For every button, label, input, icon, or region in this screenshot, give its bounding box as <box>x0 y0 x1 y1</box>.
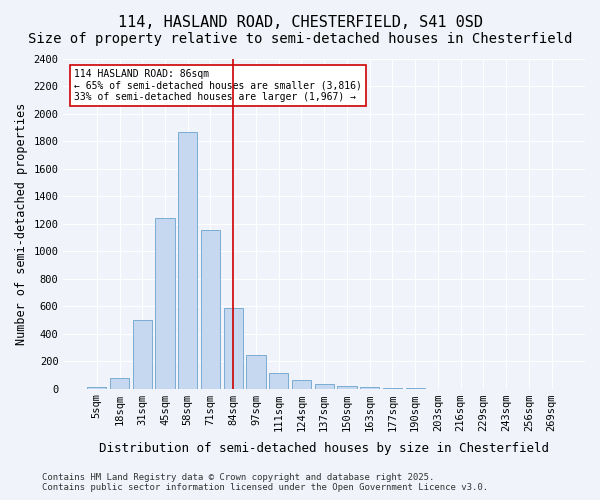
Text: 114 HASLAND ROAD: 86sqm
← 65% of semi-detached houses are smaller (3,816)
33% of: 114 HASLAND ROAD: 86sqm ← 65% of semi-de… <box>74 69 362 102</box>
Bar <box>110 378 129 388</box>
Bar <box>292 380 311 388</box>
Text: 114, HASLAND ROAD, CHESTERFIELD, S41 0SD: 114, HASLAND ROAD, CHESTERFIELD, S41 0SD <box>118 15 482 30</box>
Text: Size of property relative to semi-detached houses in Chesterfield: Size of property relative to semi-detach… <box>28 32 572 46</box>
Bar <box>247 355 266 388</box>
Bar <box>178 132 197 388</box>
Bar <box>133 320 152 388</box>
Bar <box>87 387 106 388</box>
X-axis label: Distribution of semi-detached houses by size in Chesterfield: Distribution of semi-detached houses by … <box>99 442 549 455</box>
Y-axis label: Number of semi-detached properties: Number of semi-detached properties <box>15 102 28 345</box>
Bar <box>337 386 356 388</box>
Bar <box>201 230 220 388</box>
Bar <box>314 384 334 388</box>
Bar <box>224 308 243 388</box>
Bar <box>155 218 175 388</box>
Text: Contains HM Land Registry data © Crown copyright and database right 2025.
Contai: Contains HM Land Registry data © Crown c… <box>42 473 488 492</box>
Bar <box>269 372 289 388</box>
